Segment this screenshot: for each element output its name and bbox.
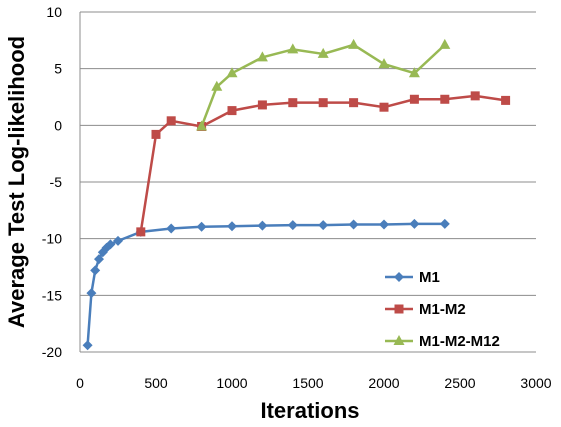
data-point: [409, 218, 420, 229]
data-point: [408, 67, 420, 78]
series-layer: [82, 38, 511, 351]
data-point: [227, 106, 237, 116]
legend: M1 M1-M2 M1-M2-M12: [385, 269, 500, 350]
data-point: [318, 98, 328, 108]
data-point: [227, 221, 237, 232]
legend-item: M1: [385, 269, 440, 286]
data-point: [113, 235, 123, 246]
legend-label: M1-M2-M12: [419, 333, 500, 350]
y-tick-label: 0: [54, 117, 62, 133]
y-tick-label: -10: [42, 231, 62, 247]
gridlines: [80, 11, 536, 353]
data-point: [105, 239, 116, 250]
x-tick-label: 2000: [368, 375, 399, 391]
data-point: [86, 288, 97, 299]
legend-label: M1: [419, 269, 440, 286]
data-point: [151, 129, 161, 139]
data-point: [317, 47, 329, 58]
data-point: [379, 102, 389, 112]
y-tick-label: -20: [42, 344, 62, 360]
data-point: [256, 51, 268, 62]
legend-marker: [393, 335, 405, 345]
x-tick-label: 1500: [292, 375, 323, 391]
data-point: [470, 91, 480, 101]
y-tick-labels: 10 5 0 -5 -10 -15 -20: [42, 4, 62, 360]
x-tick-label: 2500: [444, 375, 475, 391]
series-m1-m2: [136, 91, 511, 237]
data-point: [440, 94, 450, 104]
legend-marker: [394, 304, 404, 314]
legend-marker: [394, 272, 404, 282]
series-line: [86, 222, 445, 346]
data-point: [349, 98, 359, 108]
data-point: [409, 94, 419, 104]
series-line: [139, 94, 506, 233]
x-tick-label: 3000: [520, 375, 551, 391]
data-point: [136, 227, 146, 237]
data-point: [94, 254, 104, 265]
data-point: [439, 38, 451, 49]
x-tick-label: 1000: [216, 375, 247, 391]
data-point: [211, 80, 223, 91]
series-m1-m2-m12: [196, 38, 451, 131]
y-tick-label: 10: [46, 4, 62, 20]
data-point: [288, 98, 298, 108]
data-point: [287, 220, 298, 231]
legend-item: M1-M2-M12: [385, 333, 500, 350]
data-point: [348, 219, 359, 230]
data-point: [166, 116, 176, 126]
x-tick-label: 500: [144, 375, 168, 391]
data-point: [257, 100, 267, 110]
data-point: [90, 265, 101, 276]
legend-item: M1-M2: [385, 301, 466, 318]
y-tick-label: 5: [54, 61, 62, 77]
legend-label: M1-M2: [419, 301, 466, 318]
data-point: [226, 67, 238, 78]
data-point: [257, 220, 268, 231]
data-point: [196, 221, 207, 232]
x-tick-label: 0: [76, 375, 84, 391]
series-line: [200, 43, 446, 127]
y-tick-label: -15: [42, 287, 62, 303]
data-point: [379, 219, 389, 230]
data-point: [501, 95, 511, 105]
y-tick-label: -5: [50, 174, 63, 190]
data-point: [348, 38, 360, 49]
y-axis-title: Average Test Log-likelihood: [4, 36, 29, 328]
data-point: [196, 120, 208, 131]
data-point: [82, 340, 93, 351]
data-point: [439, 218, 450, 229]
x-tick-labels: 0 500 1000 1500 2000 2500 3000: [76, 375, 552, 391]
data-point: [287, 43, 299, 54]
data-point: [166, 223, 177, 234]
data-point: [378, 58, 390, 69]
x-axis-title: Iterations: [260, 398, 359, 423]
data-point: [318, 220, 329, 231]
